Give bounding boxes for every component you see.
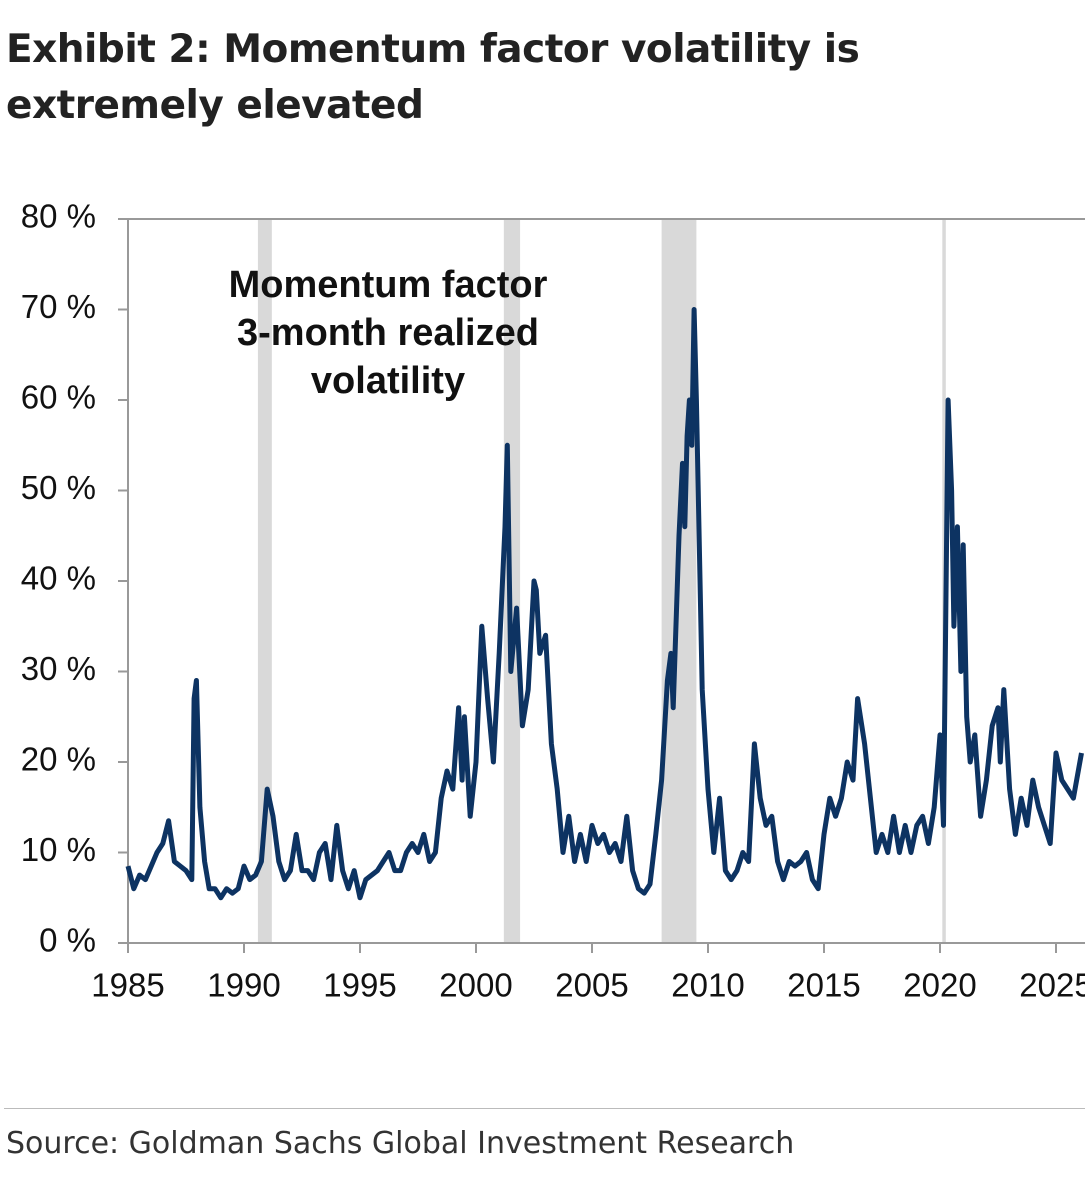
y-tick-label: 10 % xyxy=(21,831,96,868)
y-tick-label: 0 % xyxy=(39,922,96,959)
y-tick-label: 40 % xyxy=(21,560,96,597)
y-tick-label: 60 % xyxy=(21,379,96,416)
x-tick-label: 2000 xyxy=(439,967,512,1004)
y-tick-label: 30 % xyxy=(21,650,96,687)
separator xyxy=(4,1108,1085,1109)
annotation: Momentum factor xyxy=(229,264,548,306)
chart-title: Exhibit 2: Momentum factor volatility is… xyxy=(6,27,860,128)
shaded-period xyxy=(503,219,521,943)
x-tick-label: 1990 xyxy=(207,967,280,1004)
x-tick-label: 2020 xyxy=(903,967,976,1004)
chart: 0 % 10 % 20 % 30 % 40 % 50 % 60 % 70 % 80 % 1985 1… xyxy=(21,198,1085,1004)
x-tick-label: 1985 xyxy=(91,967,164,1004)
x-tick-label: 1995 xyxy=(323,967,396,1004)
shaded-period xyxy=(257,219,272,943)
x-tick-label: 2025 xyxy=(1019,967,1085,1004)
y-tick-label: 20 % xyxy=(21,741,96,778)
x-tick-label: 2005 xyxy=(555,967,628,1004)
annotation: 3-month realized xyxy=(237,312,539,354)
x-tick-label: 2015 xyxy=(787,967,860,1004)
x-tick-label: 2010 xyxy=(671,967,744,1004)
y-tick-label: 70 % xyxy=(21,288,96,325)
annotation: volatility xyxy=(311,360,465,402)
y-tick-label: 50 % xyxy=(21,469,96,506)
series-line xyxy=(125,307,1084,901)
y-tick-label: 80 % xyxy=(21,198,96,235)
source-note: Source: Goldman Sachs Global Investment … xyxy=(6,1126,795,1161)
